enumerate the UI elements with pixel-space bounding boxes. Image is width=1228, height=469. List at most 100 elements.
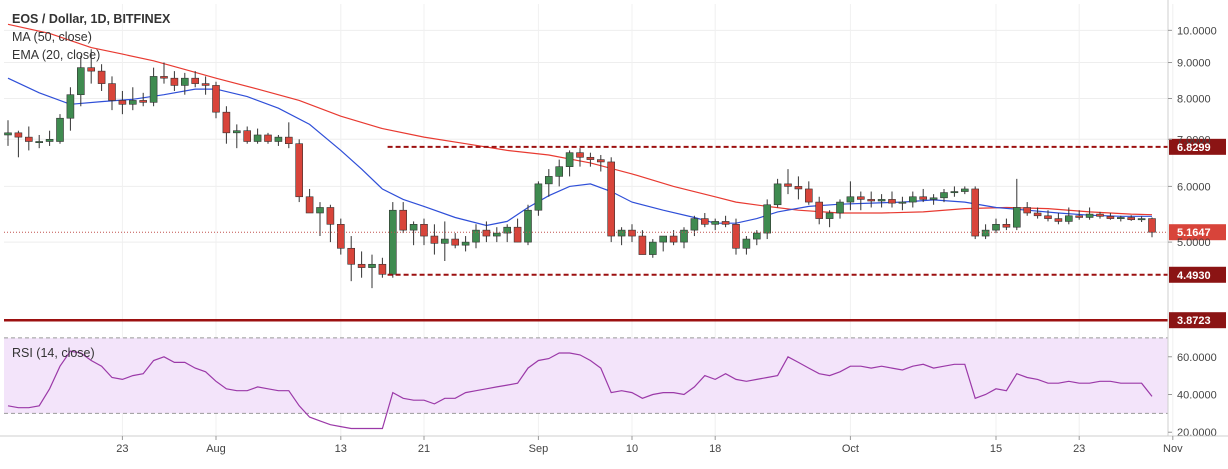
candle [253, 128, 262, 144]
level-label-box [1169, 138, 1226, 155]
candle-body [222, 111, 231, 134]
time-axis[interactable]: 23 Aug 13 21 Sep 10 18 Oct 15 23 Nov [0, 435, 1228, 455]
candle-body [503, 226, 512, 234]
candle [565, 150, 574, 177]
candle-body [305, 196, 314, 214]
rsi-line [7, 350, 1153, 430]
candle [1023, 202, 1032, 216]
candle [1075, 210, 1083, 220]
candle-body [139, 100, 147, 103]
candle [794, 176, 803, 200]
candle-body [1096, 213, 1104, 217]
candle-body [388, 209, 397, 275]
price-tick-label: 9.0000 [1177, 58, 1211, 70]
candle [544, 169, 553, 197]
candle-body [336, 224, 345, 249]
candle-body [981, 229, 990, 237]
candle [378, 257, 387, 278]
candle-body [295, 143, 304, 198]
candle-body [721, 221, 730, 225]
candle [368, 254, 376, 289]
candle-body [87, 67, 95, 72]
candle-body [274, 136, 283, 142]
candle-body [940, 192, 948, 199]
candle-body [576, 152, 584, 158]
candle-body [243, 130, 251, 142]
price-axis[interactable]: 10.0000 9.0000 8.0000 7.0000 6.0000 5.0000 60.… [1167, 0, 1217, 439]
candle [836, 199, 844, 219]
candle [555, 159, 564, 187]
candle [274, 134, 283, 146]
rsi-pane [4, 337, 1168, 430]
candle [898, 196, 907, 211]
candle [222, 106, 231, 144]
candle-body [856, 196, 865, 200]
candle [201, 76, 210, 95]
time-tick-label: 18 [709, 443, 721, 455]
candle-body [763, 204, 772, 234]
candle-body [129, 100, 137, 105]
candle-body [596, 159, 605, 163]
candle-body [108, 83, 116, 101]
candle [1117, 215, 1125, 222]
candle [409, 221, 418, 246]
candle-body [669, 235, 678, 243]
candle-body [1137, 218, 1146, 221]
candle [784, 169, 792, 195]
candle-body [638, 235, 647, 255]
candle [1033, 207, 1042, 219]
candle [97, 64, 106, 91]
candle [659, 235, 668, 252]
candle [1065, 207, 1073, 225]
candle [846, 181, 855, 211]
candle-body [472, 229, 480, 243]
candle [233, 124, 241, 149]
candle [347, 236, 356, 282]
time-tick-label: 10 [626, 443, 638, 455]
candle [596, 154, 605, 172]
candle [388, 202, 397, 278]
candle [1148, 217, 1156, 238]
time-tick-label: Aug [206, 443, 226, 455]
rsi-tick-label: 20.0000 [1177, 427, 1217, 439]
candle [316, 202, 324, 237]
candle [877, 194, 886, 208]
candle [118, 90, 127, 115]
candle-body [149, 76, 158, 103]
candle [919, 188, 928, 203]
candle [804, 181, 813, 205]
candle-body [253, 134, 262, 142]
candle [87, 49, 95, 84]
candle [35, 134, 44, 149]
candle-body [524, 209, 532, 243]
candle-body [160, 76, 168, 79]
candle [680, 227, 688, 249]
price-tick-label: 7.0000 [1177, 134, 1211, 146]
candle-body [56, 117, 64, 142]
time-tick-label: Oct [842, 443, 859, 455]
candle-body [399, 209, 408, 231]
price-tick-label: 8.0000 [1177, 94, 1211, 106]
candle-body [492, 232, 501, 237]
candle-body [929, 197, 938, 200]
candle [482, 221, 491, 243]
candle-body [284, 136, 293, 144]
candle-body [1012, 207, 1021, 228]
candle [992, 218, 1000, 234]
candle-body [898, 201, 907, 204]
candle [181, 72, 189, 95]
candle-body [233, 130, 241, 134]
time-tick-label: Sep [529, 443, 549, 455]
candle-body [1023, 207, 1032, 214]
candle [149, 67, 158, 107]
candle-body [191, 77, 199, 84]
candle-body [784, 183, 792, 187]
candle [534, 181, 543, 216]
candle [56, 114, 64, 144]
candle [430, 224, 439, 255]
candle [284, 122, 293, 149]
candle [77, 55, 85, 107]
level-label: 6.8299 [1177, 142, 1211, 154]
candle [264, 132, 272, 144]
